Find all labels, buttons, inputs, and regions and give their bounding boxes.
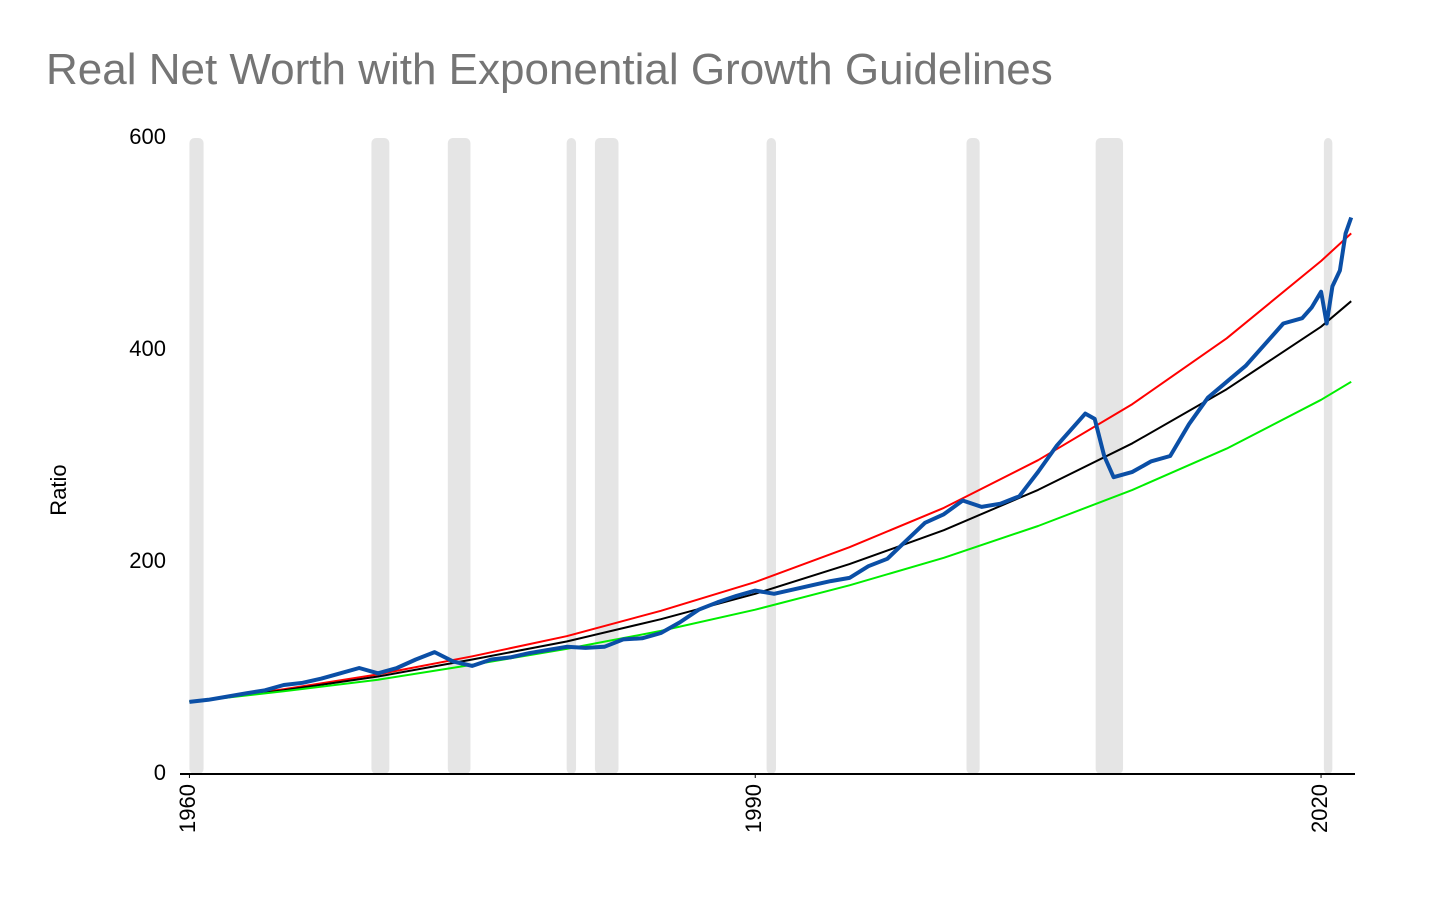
series-line <box>189 216 1354 704</box>
recession-band <box>371 138 390 774</box>
recession-band <box>447 138 471 774</box>
y-tick-label: 400 <box>129 336 166 361</box>
series-line <box>189 232 1352 703</box>
recession-band <box>1323 138 1333 774</box>
x-tick-label: 2020 <box>1307 784 1332 833</box>
x-tick-label: 1990 <box>741 784 766 833</box>
recession-band <box>766 138 776 774</box>
recession-band <box>566 138 577 774</box>
recession-band <box>189 138 204 774</box>
y-tick-label: 200 <box>129 548 166 573</box>
series-line <box>189 380 1352 703</box>
y-tick-label: 0 <box>154 760 166 785</box>
recession-band <box>1095 138 1124 774</box>
chart-title: Real Net Worth with Exponential Growth G… <box>46 45 1053 94</box>
recession-band <box>966 138 980 774</box>
y-axis-label: Ratio <box>46 464 71 515</box>
recession-band <box>594 138 619 774</box>
series-line <box>189 300 1352 703</box>
x-tick-label: 1960 <box>175 784 200 833</box>
y-tick-label: 600 <box>129 124 166 149</box>
